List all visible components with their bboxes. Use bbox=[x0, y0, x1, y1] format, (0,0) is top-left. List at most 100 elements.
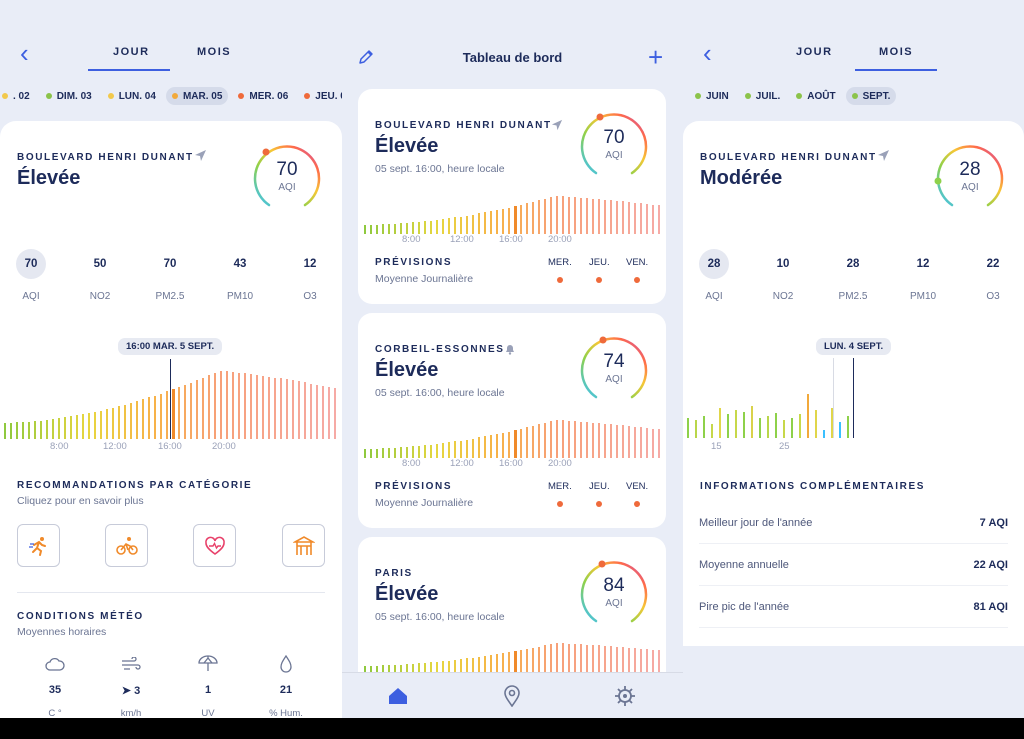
chart-bar bbox=[532, 648, 534, 673]
date-chip-selected[interactable]: MAR. 05 bbox=[165, 87, 229, 105]
info-row-best-day: Meilleur jour de l'année 7 AQI bbox=[699, 502, 1008, 544]
category-cycling-button[interactable] bbox=[105, 524, 148, 567]
back-chevron-icon[interactable]: ‹ bbox=[20, 38, 29, 68]
back-chevron-icon[interactable]: ‹ bbox=[703, 38, 712, 68]
edit-pencil-icon[interactable] bbox=[357, 48, 375, 71]
chart-bar bbox=[472, 215, 474, 234]
location-card[interactable]: BOULEVARD HENRI DUNANT Élevée 05 sept. 1… bbox=[358, 89, 666, 304]
chart-bar bbox=[634, 203, 636, 234]
forecast-dot bbox=[634, 501, 640, 507]
pollutant-aqi[interactable]: 28 AQI bbox=[694, 249, 734, 302]
month-chip[interactable]: AOÛT bbox=[790, 87, 841, 105]
settings-icon[interactable] bbox=[614, 685, 636, 712]
chart-bar bbox=[580, 198, 582, 234]
time-cursor-line[interactable] bbox=[170, 359, 171, 439]
chart-bar bbox=[154, 396, 156, 439]
chart-bar bbox=[304, 382, 306, 439]
pollutant-pm10[interactable]: 43 PM10 bbox=[226, 258, 254, 302]
chart-bar bbox=[544, 645, 546, 673]
chart-bar bbox=[436, 662, 438, 673]
chart-bar bbox=[370, 449, 372, 458]
location-card[interactable]: CORBEIL-ESSONNES Élevée 05 sept. 16:00, … bbox=[358, 313, 666, 528]
chart-bar bbox=[286, 379, 288, 439]
chart-bar bbox=[532, 426, 534, 458]
chart-bar bbox=[310, 384, 312, 439]
category-health-button[interactable] bbox=[193, 524, 236, 567]
chart-bar bbox=[202, 378, 204, 439]
chart-bar bbox=[124, 405, 126, 439]
tab-mois[interactable]: MOIS bbox=[879, 46, 914, 58]
forecast-day: JEU. bbox=[589, 481, 610, 492]
chart-bar bbox=[598, 423, 600, 458]
date-chip[interactable]: . 02 bbox=[0, 87, 36, 105]
chart-bar bbox=[316, 385, 318, 439]
pollutant-no2[interactable]: 50 NO2 bbox=[89, 258, 111, 302]
pollutant-pm25[interactable]: 70 PM2.5 bbox=[155, 258, 185, 302]
date-strip: . 02 DIM. 03 LUN. 04 MAR. 05 MER. 06 JEU… bbox=[0, 87, 342, 105]
hour-tick: 16:00 bbox=[499, 458, 523, 469]
date-chip[interactable]: JEU. 07 bbox=[298, 87, 342, 105]
timestamp: 05 sept. 16:00, heure locale bbox=[375, 387, 505, 399]
tab-jour[interactable]: JOUR bbox=[796, 46, 833, 58]
date-chip[interactable]: DIM. 03 bbox=[40, 87, 98, 105]
date-chip[interactable]: LUN. 04 bbox=[102, 87, 162, 105]
pollutant-o3[interactable]: 22 O3 bbox=[986, 258, 1000, 302]
pollutant-pm25[interactable]: 28 PM2.5 bbox=[838, 258, 868, 302]
chart-bar bbox=[490, 435, 492, 458]
chart-bar bbox=[580, 644, 582, 673]
cloud-icon bbox=[40, 657, 70, 676]
pollutant-pm10[interactable]: 12 PM10 bbox=[909, 258, 937, 302]
location-pin-icon[interactable] bbox=[503, 685, 521, 712]
pollutant-aqi[interactable]: 70 AQI bbox=[11, 249, 51, 302]
pollutant-o3[interactable]: 12 O3 bbox=[303, 258, 317, 302]
section-title: CONDITIONS MÉTÉO bbox=[17, 611, 144, 622]
chart-bar bbox=[514, 651, 517, 673]
chart-bar bbox=[394, 665, 396, 673]
chart-bar bbox=[460, 217, 462, 234]
aqi-label: AQI bbox=[605, 150, 623, 161]
forecast-title: PRÉVISIONS bbox=[375, 481, 453, 492]
date-chip[interactable]: MER. 06 bbox=[232, 87, 294, 105]
tab-jour[interactable]: JOUR bbox=[113, 46, 150, 58]
month-chip-selected[interactable]: SEPT. bbox=[845, 87, 897, 105]
date-cursor-line[interactable] bbox=[853, 358, 854, 438]
chart-bar bbox=[484, 656, 486, 673]
daily-bar-chart[interactable] bbox=[683, 358, 1024, 438]
chart-bar bbox=[508, 432, 510, 458]
month-chip[interactable]: JUIN bbox=[689, 87, 735, 105]
chart-bar bbox=[490, 655, 492, 673]
chart-bar bbox=[184, 385, 186, 439]
chart-bar bbox=[695, 420, 697, 438]
chart-bar bbox=[628, 648, 630, 673]
chart-bar bbox=[544, 199, 546, 234]
month-chip[interactable]: JUIL. bbox=[739, 87, 786, 105]
chart-bar bbox=[220, 371, 222, 439]
add-plus-icon[interactable]: + bbox=[648, 42, 664, 72]
gauge-ring-icon bbox=[580, 336, 648, 399]
category-playground-button[interactable] bbox=[282, 524, 325, 567]
chart-bar bbox=[598, 199, 600, 234]
chart-bar bbox=[550, 421, 552, 458]
navigation-arrow-icon bbox=[194, 149, 207, 167]
chart-bar bbox=[76, 415, 78, 439]
category-running-button[interactable] bbox=[17, 524, 60, 567]
chart-bar bbox=[743, 412, 745, 438]
tab-underline bbox=[855, 69, 937, 71]
air-quality-level: Élevée bbox=[375, 135, 439, 157]
chart-bar bbox=[430, 221, 432, 234]
chart-bar bbox=[364, 666, 366, 673]
chart-bar bbox=[562, 420, 564, 458]
wind-value: ➤ 3 bbox=[121, 685, 141, 697]
temperature-unit: C ° bbox=[48, 708, 62, 718]
chart-bar bbox=[142, 399, 144, 439]
chart-bar bbox=[767, 416, 769, 438]
air-quality-level: Élevée bbox=[375, 583, 439, 605]
pollutant-no2[interactable]: 10 NO2 bbox=[772, 258, 794, 302]
dot-icon bbox=[744, 93, 751, 99]
chart-bar bbox=[807, 394, 809, 438]
hourly-bar-chart[interactable] bbox=[0, 359, 342, 439]
home-icon[interactable] bbox=[387, 686, 409, 711]
chart-bar bbox=[484, 436, 486, 458]
tab-mois[interactable]: MOIS bbox=[197, 46, 232, 58]
chart-bar bbox=[250, 374, 252, 439]
